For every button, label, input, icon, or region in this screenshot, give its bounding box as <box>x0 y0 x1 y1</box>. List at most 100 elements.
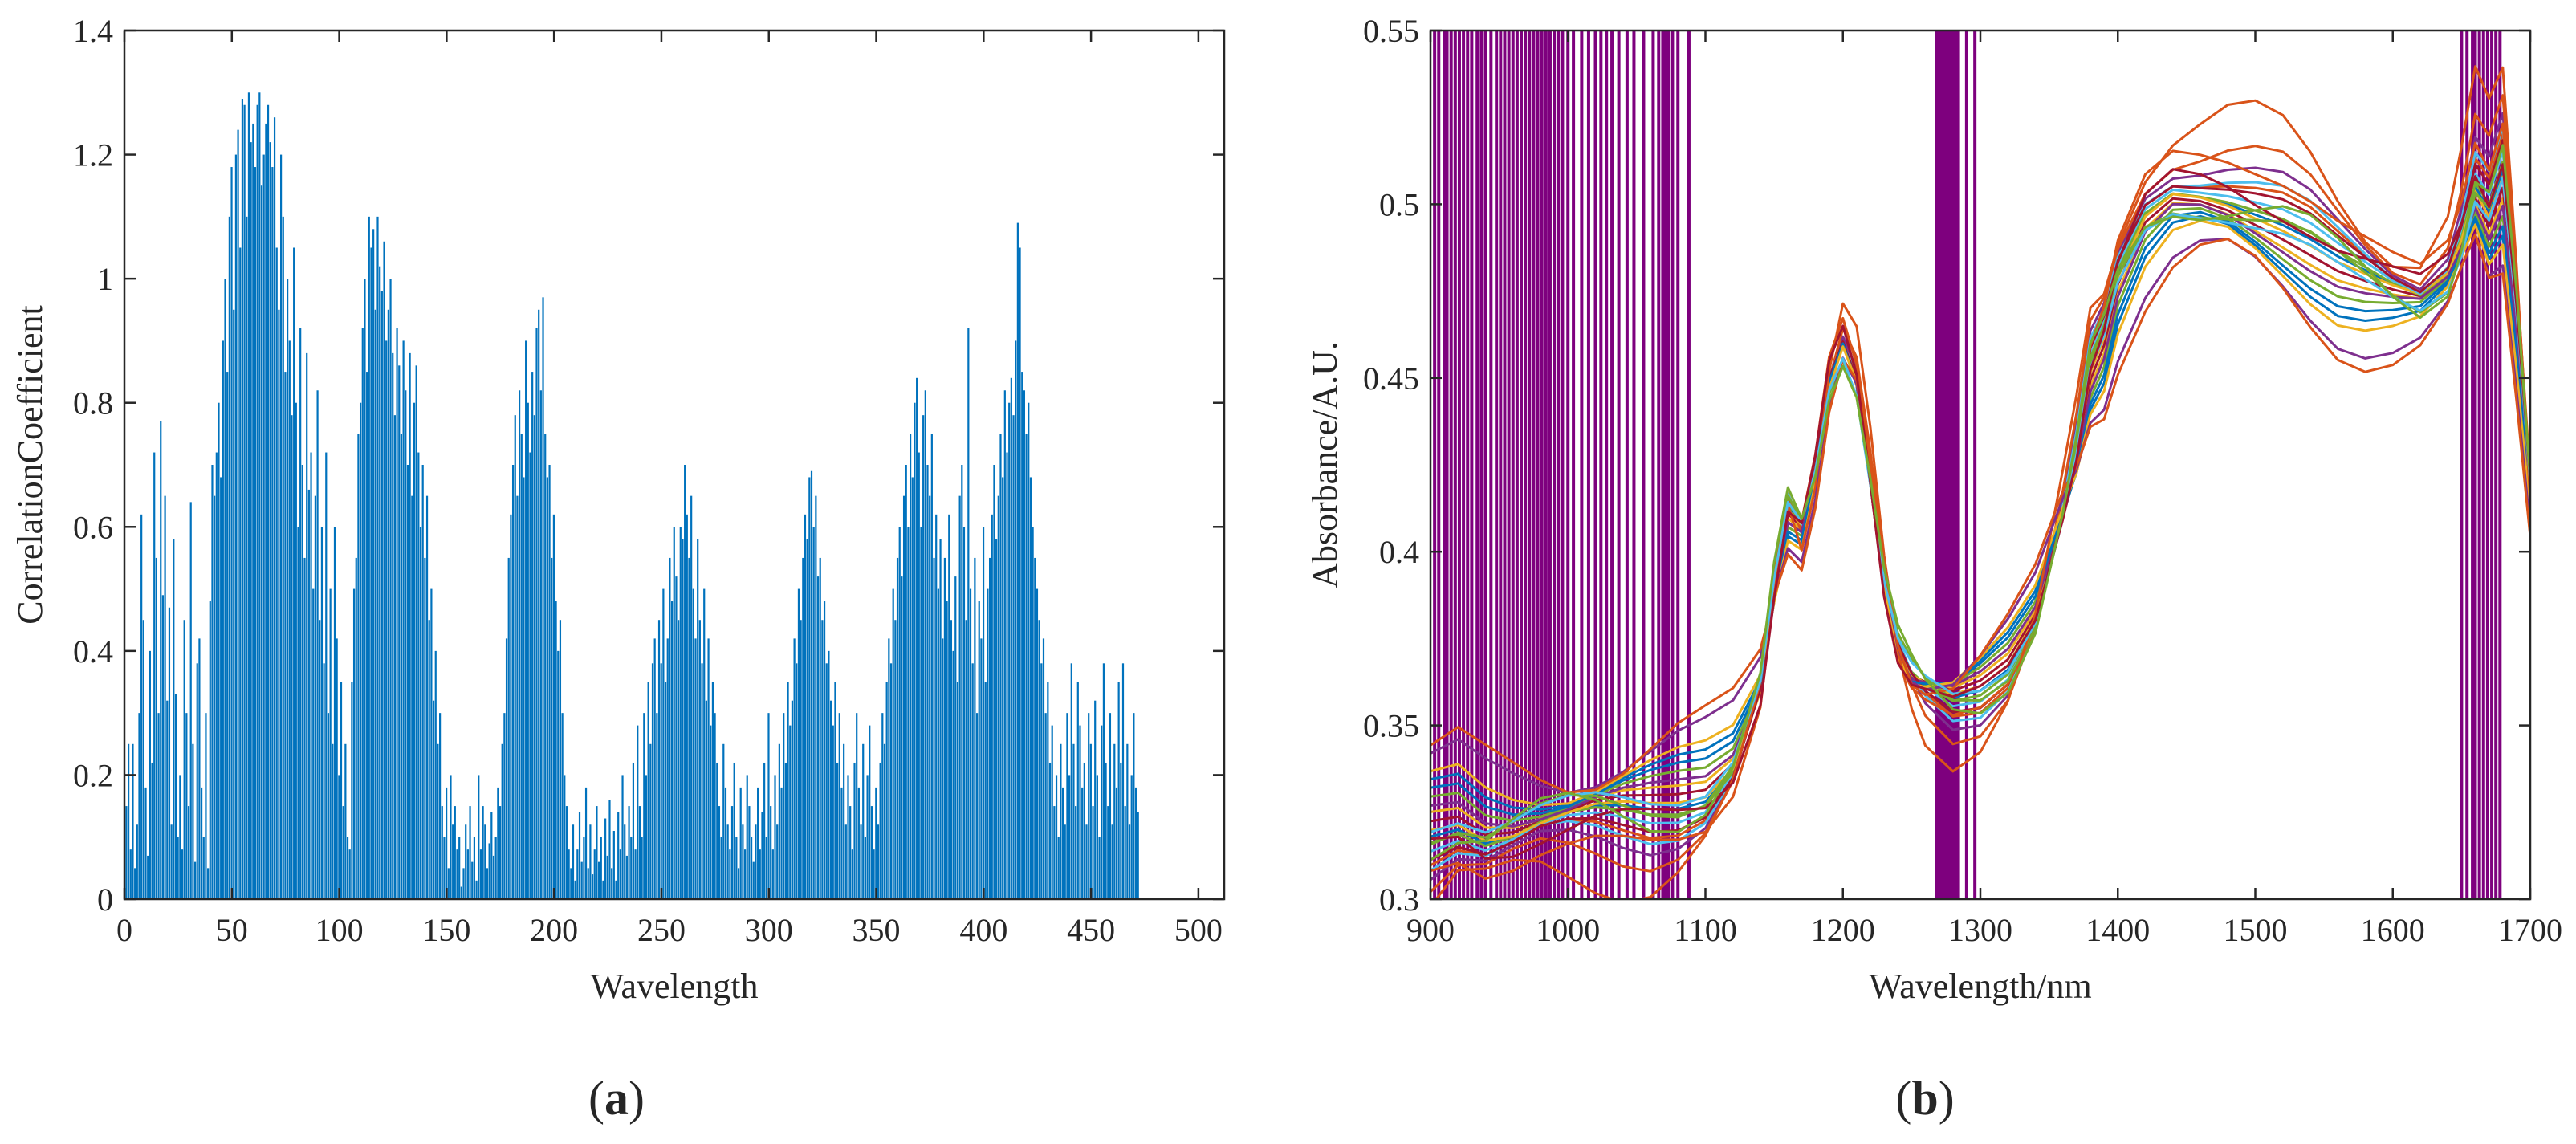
bar <box>411 495 413 899</box>
bar <box>447 868 450 899</box>
bar <box>559 620 562 899</box>
bar <box>273 117 276 899</box>
bar <box>125 806 128 899</box>
bar <box>160 421 162 899</box>
bar <box>857 787 860 899</box>
bar <box>946 601 948 899</box>
bar <box>901 576 903 899</box>
bar <box>971 663 974 899</box>
bar <box>748 806 751 899</box>
bar <box>771 849 774 899</box>
bar <box>958 495 961 899</box>
bar <box>864 837 867 899</box>
bar <box>260 185 263 899</box>
bar <box>181 849 184 899</box>
bar <box>776 824 779 899</box>
panel-b-x-axis-label: Wavelength/nm <box>1869 967 2092 1006</box>
panel-a-y-ticks: 0 0.2 0.4 0.6 0.8 1 1.2 1.4 <box>73 13 1224 918</box>
bar <box>284 372 287 899</box>
bar <box>366 372 368 899</box>
bar <box>752 861 755 899</box>
bar <box>303 557 306 899</box>
panel-b-x-tick-label: 900 <box>1406 912 1455 948</box>
bar <box>909 434 912 899</box>
bar <box>948 514 950 899</box>
bar <box>724 787 727 899</box>
bar <box>475 880 478 899</box>
bar <box>1036 588 1039 899</box>
bar <box>1028 402 1030 899</box>
bar <box>716 762 718 899</box>
bar <box>473 837 476 899</box>
panel-a-y-tick-label: 1 <box>97 261 113 297</box>
bar <box>1038 620 1040 899</box>
bar <box>678 620 680 899</box>
bar <box>279 154 283 899</box>
bar <box>1034 557 1036 899</box>
bar <box>419 527 422 899</box>
panel-b-x-tick-label: 1400 <box>2086 912 2150 948</box>
bar <box>853 762 856 899</box>
bar <box>621 775 624 899</box>
bar <box>995 539 998 899</box>
bar <box>666 638 669 899</box>
bar <box>651 663 654 899</box>
bar <box>170 824 173 899</box>
bar <box>323 663 325 899</box>
bar <box>234 154 237 899</box>
bar <box>606 855 608 899</box>
bar <box>896 557 899 899</box>
bar <box>587 868 589 899</box>
panel-a-y-tick-label: 0.2 <box>73 757 113 793</box>
bar <box>552 514 555 899</box>
bar <box>417 452 420 899</box>
bar <box>789 725 792 899</box>
bar <box>134 868 136 899</box>
bar <box>856 713 858 899</box>
bar <box>797 588 800 899</box>
bar <box>1002 477 1004 899</box>
bar <box>488 843 490 899</box>
bar <box>942 638 944 899</box>
bar <box>383 241 385 899</box>
bar <box>892 588 894 899</box>
bar <box>1021 372 1023 899</box>
bar <box>215 452 218 899</box>
bar <box>787 682 789 899</box>
bar <box>596 806 598 899</box>
bar <box>271 167 274 899</box>
bar <box>860 824 862 899</box>
bar <box>877 824 880 899</box>
panel-a-x-axis-label: Wavelength <box>590 967 758 1006</box>
bar <box>770 806 772 899</box>
bar <box>1094 700 1097 899</box>
bar <box>870 806 873 899</box>
bar <box>961 465 963 899</box>
bar <box>656 713 658 899</box>
bar <box>490 812 493 899</box>
bar <box>200 787 203 899</box>
bar <box>333 527 336 899</box>
bar <box>1117 682 1120 899</box>
bar <box>999 434 1002 899</box>
bar <box>198 638 201 899</box>
bar <box>413 402 416 899</box>
bar <box>307 489 310 899</box>
bar <box>443 837 446 899</box>
panel-a-y-tick-label: 1.4 <box>73 13 113 49</box>
bar <box>710 725 712 899</box>
bar <box>218 402 220 899</box>
bar <box>937 588 939 899</box>
bar <box>527 402 529 899</box>
bar <box>1079 725 1081 899</box>
panel-b-y-tick-label: 0.4 <box>1379 534 1419 570</box>
bar <box>352 588 356 899</box>
bar <box>1076 682 1079 899</box>
bar <box>682 539 684 899</box>
bar <box>228 216 230 899</box>
spectrum-line <box>1430 161 2530 846</box>
bar <box>1070 663 1072 899</box>
bar <box>967 328 970 899</box>
bar <box>295 402 297 899</box>
